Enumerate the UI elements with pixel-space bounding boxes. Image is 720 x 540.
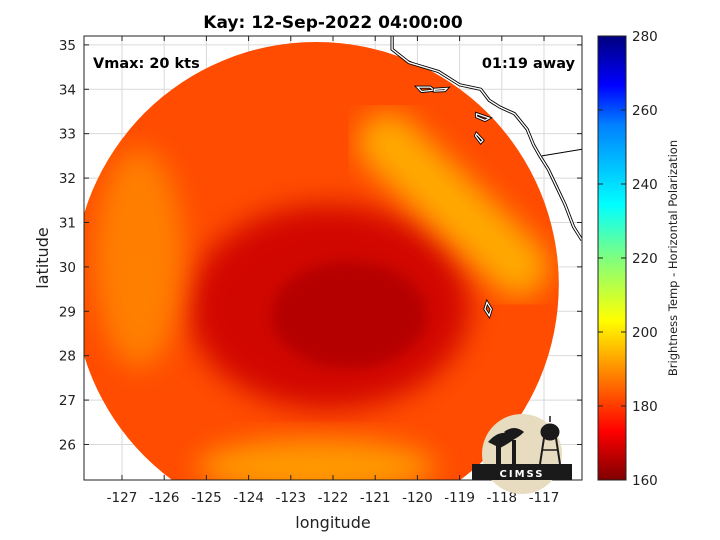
colorbar-label: Brightness Temp - Horizontal Polarizatio… <box>666 140 680 376</box>
island-outline <box>474 132 484 144</box>
island-outline <box>475 112 491 122</box>
coastline-line <box>391 36 582 241</box>
western-edge <box>93 148 184 368</box>
x-tick-label: -125 <box>191 490 222 506</box>
colorbar-tick-label: 220 <box>632 251 658 267</box>
y-tick-label: 29 <box>59 304 76 320</box>
x-tick-label: -117 <box>529 490 560 506</box>
logo-ground <box>472 464 572 480</box>
y-axis-label: latitude <box>33 227 52 288</box>
y-tick-label: 28 <box>59 349 76 365</box>
x-tick-label: -124 <box>233 490 264 506</box>
x-tick-label: -122 <box>318 490 349 506</box>
colorbar-tick-label: 200 <box>632 325 658 341</box>
colorbar-tick-label: 260 <box>632 103 658 119</box>
chart-title: Kay: 12-Sep-2022 04:00:00 <box>203 13 463 33</box>
warm-band <box>357 112 549 297</box>
colorbar-tick-label: 180 <box>632 399 658 415</box>
x-tick-label: -120 <box>402 490 433 506</box>
y-tick-label: 35 <box>59 38 76 54</box>
y-tick-label: 33 <box>59 127 76 143</box>
cold-core-inner <box>271 261 427 369</box>
y-tick-label: 27 <box>59 393 76 409</box>
y-tick-label: 34 <box>59 82 76 98</box>
border-line <box>541 148 582 157</box>
y-tick-label: 32 <box>59 171 76 187</box>
island-outline <box>484 300 493 318</box>
axis-ticks: -127 -126 -125 -124 -123 -122 -121 -120 -119 -118… <box>59 36 582 506</box>
x-tick-label: -123 <box>275 490 306 506</box>
cimss-logo: CIMSS <box>472 414 572 494</box>
coastline <box>390 36 582 320</box>
colorbar-tick-label: 280 <box>632 29 658 45</box>
water-tower-icon <box>539 416 561 465</box>
x-axis-label: longitude <box>295 513 370 532</box>
colorbar-tick-label: 160 <box>632 473 658 489</box>
time-away-annotation: 01:19 away <box>482 56 576 72</box>
colorbar-ticks: 160 180 200 220 240 260 280 <box>598 29 658 489</box>
satellite-dish-icon <box>488 428 524 464</box>
y-tick-label: 31 <box>59 215 76 231</box>
logo-text: CIMSS <box>500 469 545 480</box>
y-tick-label: 30 <box>59 260 76 276</box>
island-outline <box>433 87 449 92</box>
x-tick-label: -118 <box>486 490 517 506</box>
southern-edge <box>196 438 437 480</box>
x-tick-label: -121 <box>360 490 391 506</box>
vmax-annotation: Vmax: 20 kts <box>93 56 200 72</box>
x-tick-label: -127 <box>107 490 138 506</box>
x-tick-label: -119 <box>444 490 475 506</box>
y-tick-label: 26 <box>59 437 76 453</box>
x-tick-label: -126 <box>149 490 180 506</box>
colorbar-tick-label: 240 <box>632 177 658 193</box>
